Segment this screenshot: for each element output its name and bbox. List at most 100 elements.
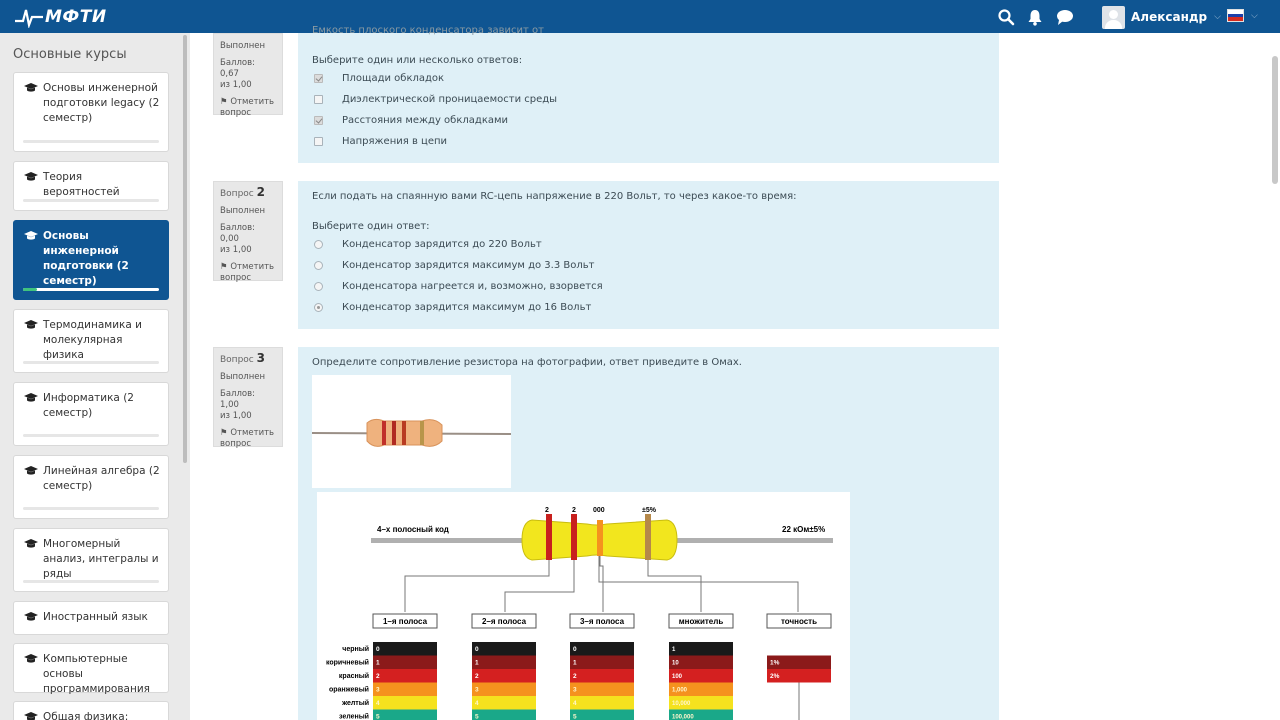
graduation-cap-icon [24, 612, 38, 621]
course-card[interactable]: Информатика (2 семестр) [13, 382, 169, 446]
resistor-photo [312, 375, 511, 488]
column-header-box [668, 613, 734, 629]
flag-label-2: вопрос [220, 439, 252, 449]
answer-option[interactable]: Расстояния между обкладками [314, 115, 508, 126]
band-value: 2 [545, 507, 549, 514]
flag-question-link[interactable]: ⚑ Отметить вопрос [220, 97, 276, 119]
color-cell [570, 682, 634, 696]
bell-icon[interactable] [1026, 8, 1044, 26]
color-cell [570, 709, 634, 720]
question-text: Емкость плоского конденсатора зависит от [312, 25, 544, 36]
radio-button[interactable] [314, 282, 323, 291]
digit-label: 0 [376, 646, 380, 653]
option-label: Конденсатора нагреется и, возможно, взор… [342, 281, 603, 292]
answer-option[interactable]: Конденсатор зарядится максимум до 3.3 Во… [314, 260, 594, 271]
radio-button[interactable] [314, 261, 323, 270]
course-label: Основы инженерной подготовки legacy (2 с… [43, 82, 160, 124]
code-label: 4–х полосный код [377, 525, 449, 534]
graduation-cap-icon [24, 83, 38, 92]
graduation-cap-icon [24, 466, 38, 475]
radio-button[interactable] [314, 240, 323, 249]
graduation-cap-icon [24, 393, 38, 402]
color-cell [373, 655, 437, 669]
checkbox[interactable] [314, 95, 323, 104]
digit-label: 3 [475, 687, 479, 694]
flag-question-link[interactable]: ⚑ Отметить вопрос [220, 262, 276, 284]
course-card[interactable]: Линейная алгебра (2 семестр) [13, 455, 169, 519]
question-content: Емкость плоского конденсатора зависит от… [298, 25, 999, 163]
graduation-cap-icon [24, 320, 38, 329]
color-name: зеленый [339, 713, 369, 720]
mipt-logo[interactable]: МФТИ [14, 6, 107, 28]
answer-option[interactable]: Конденсатор зарядится до 220 Вольт [314, 239, 542, 250]
chart-columns: 1–я полоса 2–я полоса 3–я полоса множитель т… [372, 613, 832, 629]
course-card[interactable]: Общая физика: [13, 701, 169, 720]
course-progress [23, 361, 159, 364]
language-menu[interactable]: ⌵ [1227, 9, 1258, 22]
answer-option[interactable]: Площади обкладок [314, 73, 444, 84]
sidebar-scrollbar[interactable] [183, 35, 187, 463]
course-card[interactable]: Теория вероятностей [13, 161, 169, 211]
color-cell [373, 669, 437, 683]
color-cell [472, 682, 536, 696]
color-name: красный [339, 672, 369, 680]
answer-option[interactable]: Конденсатор зарядится максимум до 16 Вол… [314, 302, 591, 313]
course-card[interactable]: Основы инженерной подготовки legacy (2 с… [13, 72, 169, 152]
multiplier-cell [669, 655, 733, 669]
question-score: Баллов: 0,00 из 1,00 [220, 223, 276, 256]
color-cell [472, 709, 536, 720]
sidebar: Основные курсы Основы инженерной подгото… [0, 33, 190, 720]
flag-icon: ⚑ [220, 428, 228, 438]
value-label: 22 кОм±5% [782, 525, 825, 534]
tolerance-cell [767, 655, 831, 669]
multiplier-cell [669, 669, 733, 683]
answer-option[interactable]: Конденсатора нагреется и, возможно, взор… [314, 281, 603, 292]
color-cell [373, 709, 437, 720]
question-score: Баллов: 1,00 из 1,00 [220, 389, 276, 422]
course-card[interactable]: Компьютерные основы программирования [13, 643, 169, 695]
course-card[interactable]: Многомерный анализ, интегралы и ряды [13, 528, 169, 592]
digit-label: 1 [376, 660, 380, 667]
flag-label-2: вопрос [220, 108, 252, 118]
flag-label: Отметить [230, 262, 275, 272]
multiplier-cell [669, 682, 733, 696]
messages-icon[interactable] [1056, 8, 1074, 26]
checkbox[interactable] [314, 137, 323, 146]
course-progress [23, 288, 159, 291]
flag-icon: ⚑ [220, 262, 228, 272]
question-info: Вопрос 3 Выполнен Баллов: 1,00 из 1,00 ⚑ … [213, 347, 283, 450]
course-progress [23, 140, 159, 143]
question-content: Если подать на спаянную вами RC-цепь нап… [298, 181, 999, 329]
answer-option[interactable]: Напряжения в цепи [314, 136, 447, 147]
option-label: Напряжения в цепи [342, 136, 448, 147]
question-prefix: Вопрос [220, 355, 254, 365]
course-label: Линейная алгебра (2 семестр) [43, 465, 160, 492]
course-label: Компьютерные основы программирования [43, 653, 150, 695]
question-text: Если подать на спаянную вами RC-цепь нап… [312, 191, 797, 202]
course-card[interactable]: Иностранный язык [13, 601, 169, 635]
question-text: Определите сопротивление резистора на фо… [312, 357, 742, 368]
tolerance-cell [767, 669, 831, 683]
multiplier-cell [669, 642, 733, 656]
graduation-cap-icon [24, 172, 38, 181]
user-menu[interactable]: Александр ⌵ [1102, 5, 1221, 29]
digit-label: 0 [573, 646, 577, 653]
search-icon[interactable] [997, 8, 1015, 26]
top-navbar: МФТИ Александр ⌵ ⌵ [0, 0, 1280, 33]
band-value: ±5% [642, 507, 657, 514]
flag-question-link[interactable]: ⚑ Отметить вопрос [220, 428, 276, 450]
multiplier-cell [669, 709, 733, 720]
multiplier-label: 1,000 [672, 688, 688, 694]
option-label: Диэлектрической проницаемости среды [342, 94, 558, 105]
multiplier-label: 100,000 [672, 715, 694, 720]
course-label: Информатика (2 семестр) [43, 392, 134, 419]
checkbox[interactable] [314, 74, 323, 83]
course-card[interactable]: Термодинамика и молекулярная физика [13, 309, 169, 373]
radio-button[interactable] [314, 303, 323, 312]
course-card-active[interactable]: Основы инженерной подготовки (2 семестр) [13, 220, 169, 300]
digit-label: 3 [573, 687, 577, 694]
checkbox[interactable] [314, 116, 323, 125]
page-scrollbar[interactable] [1272, 56, 1278, 184]
answer-option[interactable]: Диэлектрической проницаемости среды [314, 94, 557, 105]
course-progress [23, 199, 159, 202]
